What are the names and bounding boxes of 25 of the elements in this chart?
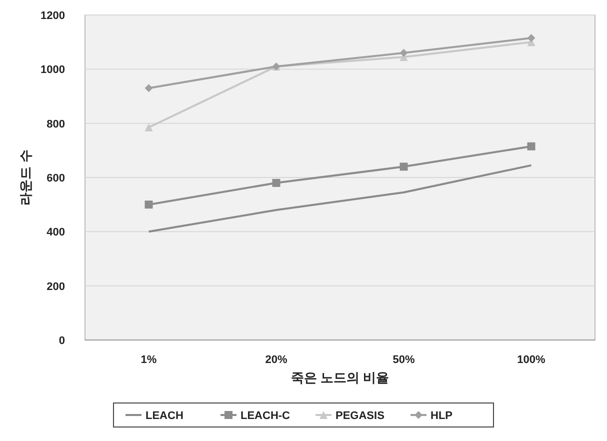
y-tick-label: 800 xyxy=(46,118,65,130)
x-tick-label: 50% xyxy=(392,354,415,366)
y-tick-label: 1000 xyxy=(40,64,65,76)
point xyxy=(527,142,536,150)
x-tick-label: 20% xyxy=(265,354,288,366)
y-tick-label: 400 xyxy=(46,226,65,239)
x-axis-title: 죽은 노드의 비율 xyxy=(290,370,390,385)
legend-label: LEACH-C xyxy=(240,410,290,422)
y-tick-label: 600 xyxy=(46,172,65,184)
point xyxy=(527,34,536,42)
point xyxy=(400,48,408,57)
point xyxy=(144,123,153,132)
y-tick-label: 1200 xyxy=(40,10,65,22)
y-tick-label: 200 xyxy=(46,280,65,293)
x-tick-label: 100% xyxy=(517,354,546,366)
legend-label: PEGASIS xyxy=(336,410,384,422)
y-axis-title: 라운드 수 xyxy=(18,150,33,206)
legend-label: HLP xyxy=(430,410,452,422)
point xyxy=(144,84,153,92)
legend-label: LEACH xyxy=(146,410,184,422)
point xyxy=(400,162,408,171)
point xyxy=(272,178,280,187)
point xyxy=(144,200,153,209)
x-tick-label: 1% xyxy=(140,354,157,366)
y-tick-label: 0 xyxy=(58,335,65,347)
